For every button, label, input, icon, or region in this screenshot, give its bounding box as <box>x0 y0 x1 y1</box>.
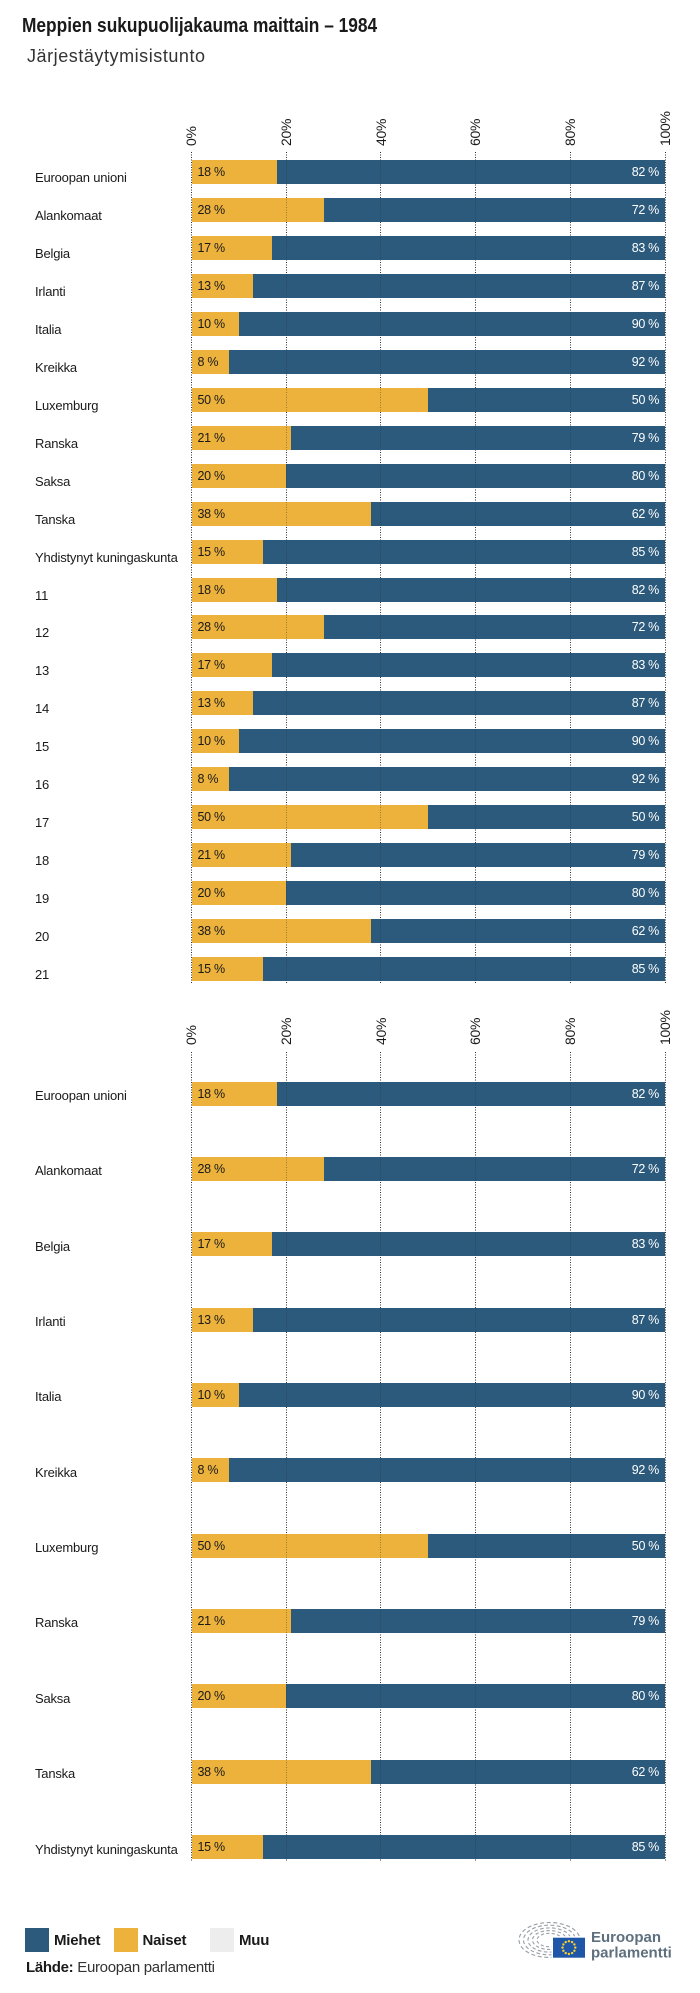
svg-text:parlamentti: parlamentti <box>591 1945 672 1962</box>
svg-text:Euroopan: Euroopan <box>591 1929 661 1946</box>
